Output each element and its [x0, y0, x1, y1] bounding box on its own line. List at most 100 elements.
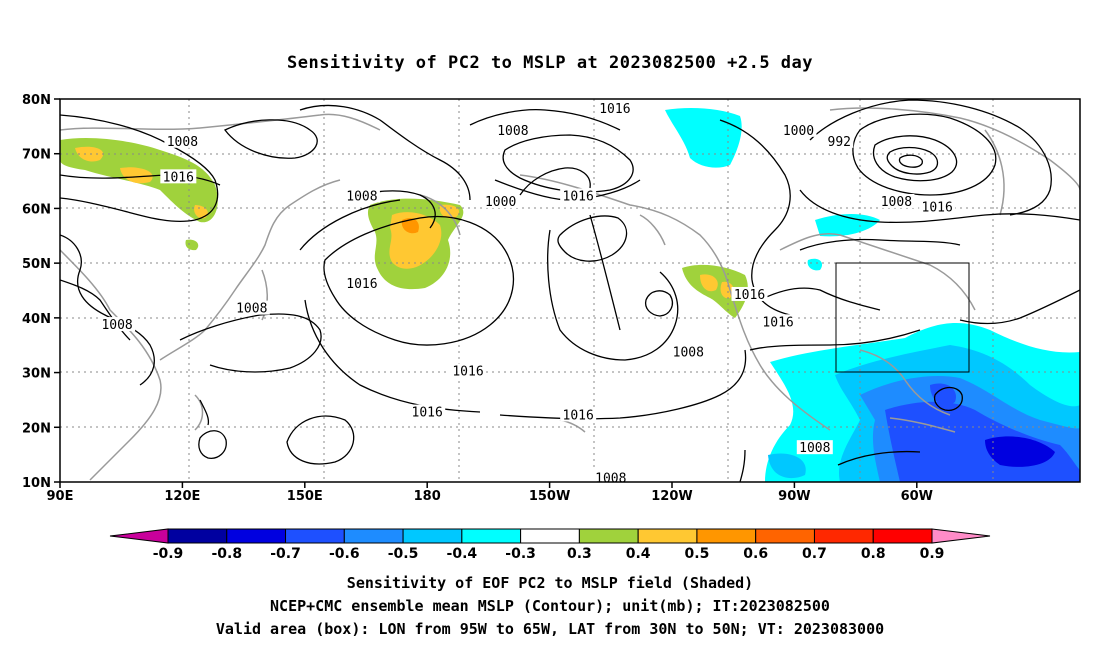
contour-label-bg: [596, 100, 633, 115]
map-frame: [59, 98, 1081, 483]
contour-label: 1016: [734, 288, 765, 303]
contour-label-bg: [592, 470, 629, 485]
lon-tick-label: 90E: [47, 489, 74, 504]
lon-tick-label: 90W: [778, 489, 810, 504]
contour-label-bg: [482, 193, 519, 208]
caption-line-1: Sensitivity of EOF PC2 to MSLP field (Sh…: [347, 574, 753, 592]
colorbar-segment: [402, 528, 463, 544]
colorbar-label: 0.7: [802, 546, 827, 562]
coastlines: [60, 107, 1080, 481]
contour-label: 1016: [922, 200, 953, 215]
colorbar-segment: [343, 528, 404, 544]
contour-label: 1008: [236, 302, 267, 317]
shaded-negative-atlantic: [765, 323, 1080, 482]
contour-label-bg: [233, 300, 270, 315]
colorbar-label: -0.4: [447, 546, 478, 562]
contour-label: 1008: [595, 471, 626, 486]
figure-title: Sensitivity of PC2 to MSLP at 2023082500…: [287, 53, 813, 73]
contour-label-bg: [796, 440, 833, 455]
colorbar-segment: [285, 528, 345, 544]
colorbar-segment: [226, 528, 287, 544]
contour-label-bg: [409, 404, 446, 419]
contour-label-bg: [560, 407, 597, 422]
lat-tick-label: 70N: [22, 148, 51, 163]
caption-line-3: Valid area (box): LON from 95W to 65W, L…: [216, 620, 884, 638]
lon-tick-label: 180: [414, 489, 441, 504]
contour-label-bg: [670, 344, 707, 359]
colorbar-segment: [872, 528, 933, 544]
contour-label: 1016: [346, 277, 377, 292]
contour-label: 1016: [412, 406, 443, 421]
contour-label: 992: [828, 135, 851, 150]
shaded-negative-arctic: [665, 108, 880, 271]
contour-label-bg: [760, 314, 797, 329]
colorbar-label: 0.4: [626, 546, 651, 562]
latitude-axis: 80N 70N 60N 50N 40N 30N 20N 10N: [22, 93, 60, 491]
colorbar: -0.9 -0.8 -0.7 -0.6 -0.5 -0.4 -0.3 0.3 0.4 0.5 0.6…: [109, 528, 991, 562]
contour-label-bg: [343, 276, 380, 291]
lat-tick-label: 40N: [22, 312, 51, 327]
lat-tick-label: 10N: [22, 476, 51, 491]
contour-label-bg: [99, 317, 136, 332]
shaded-positive-siberia: [60, 138, 218, 251]
contour-label-bg: [825, 133, 854, 148]
colorbar-label: -0.5: [388, 546, 419, 562]
colorbar-label: 0.8: [861, 546, 886, 562]
shaded-positive-kamchatka: [367, 198, 464, 290]
contour-label: 1016: [563, 408, 594, 423]
contour-label: 1008: [167, 135, 198, 150]
colorbar-label: 0.9: [920, 546, 945, 562]
contour-label-bg: [780, 122, 817, 137]
colorbar-label: -0.9: [153, 546, 184, 562]
contour-label: 1008: [101, 318, 132, 333]
contour-label: 1016: [163, 170, 194, 185]
colorbar-label: -0.8: [211, 546, 242, 562]
contour-label-bg: [560, 188, 597, 203]
lat-tick-label: 50N: [22, 257, 51, 272]
lon-tick-label: 150W: [529, 489, 570, 504]
colorbar-label: -0.7: [270, 546, 301, 562]
lat-tick-label: 80N: [22, 93, 51, 108]
contour-label: 1016: [599, 102, 630, 117]
lat-tick-label: 30N: [22, 367, 51, 382]
colorbar-segment: [813, 528, 874, 544]
colorbar-label: 0.5: [685, 546, 710, 562]
valid-area-box: [835, 262, 970, 373]
lat-tick-label: 60N: [22, 202, 51, 217]
colorbar-label: -0.3: [505, 546, 536, 562]
contour-label: 1008: [799, 441, 830, 456]
lon-tick-label: 120W: [651, 489, 692, 504]
colorbar-segment: [755, 528, 815, 544]
colorbar-segment: [578, 528, 639, 544]
colorbar-low-extend: [109, 528, 169, 544]
colorbar-label: 0.6: [743, 546, 768, 562]
caption-line-2: NCEP+CMC ensemble mean MSLP (Contour); u…: [270, 597, 830, 615]
longitude-axis: 90E 120E 150E 180 150W 120W 90W 60W: [47, 482, 933, 504]
contour-label-bg: [731, 286, 768, 301]
contour-label: 1008: [673, 345, 704, 360]
contour-label-bg: [919, 199, 956, 214]
lat-tick-label: 20N: [22, 421, 51, 436]
contour-label-bg: [494, 122, 531, 137]
map-panel: 1008 1016 1008 1016 1008 1008 1000 1008 1016 1016…: [22, 93, 1081, 504]
contour-label: 1016: [762, 315, 793, 330]
contour-label-bg: [343, 188, 380, 203]
contour-labels: 1008 1016 1008 1016 1008 1008 1000 1008 1016 1016…: [99, 100, 956, 486]
colorbar-segment: [167, 528, 228, 544]
contour-label: 1016: [563, 189, 594, 204]
colorbar-label: -0.6: [329, 546, 360, 562]
contour-label-bg: [450, 363, 486, 378]
lon-tick-label: 150E: [287, 489, 323, 504]
contour-label-bg: [878, 193, 915, 208]
contour-label-bg: [160, 169, 197, 184]
contour-label: 1000: [783, 124, 814, 139]
contour-label: 1008: [881, 195, 912, 210]
mslp-contours: [60, 99, 1080, 482]
colorbar-label: 0.3: [567, 546, 592, 562]
colorbar-segment: [637, 528, 698, 544]
colorbar-segment: [520, 528, 580, 544]
colorbar-high-extend: [931, 528, 991, 544]
contour-label: 1000: [485, 195, 516, 210]
lon-tick-label: 60W: [901, 489, 933, 504]
